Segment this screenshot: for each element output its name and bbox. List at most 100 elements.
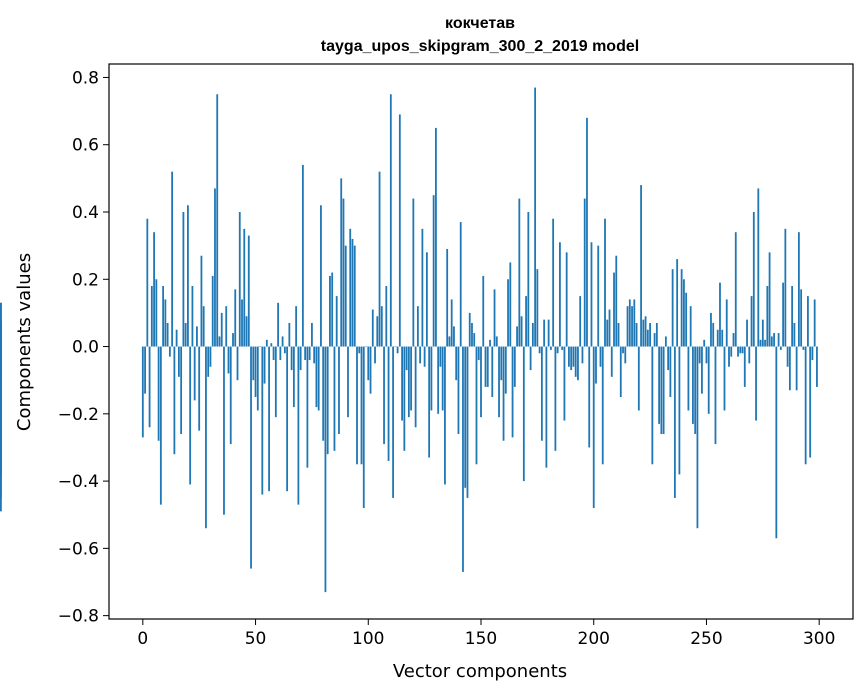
bar <box>712 323 715 347</box>
bar <box>214 188 216 347</box>
bar <box>243 228 246 347</box>
bar <box>189 346 192 485</box>
bar <box>768 252 771 347</box>
bar <box>554 346 557 451</box>
bar <box>689 306 692 347</box>
bar <box>504 346 507 394</box>
bar <box>0 346 2 374</box>
bar <box>642 319 645 347</box>
bar <box>347 346 349 418</box>
bar <box>651 346 654 465</box>
bar <box>256 346 259 411</box>
bar <box>813 299 816 347</box>
bar <box>807 296 809 347</box>
bar <box>529 346 532 371</box>
bar <box>342 198 345 347</box>
bar <box>288 323 291 347</box>
bar <box>324 346 327 593</box>
bar <box>383 346 385 445</box>
bar <box>667 346 670 371</box>
bar <box>437 346 440 414</box>
bar <box>716 329 719 347</box>
bar <box>344 245 347 347</box>
bar <box>595 346 597 384</box>
bar <box>241 299 243 347</box>
bar <box>624 346 627 364</box>
bar <box>710 312 712 347</box>
bar <box>773 333 775 347</box>
bar <box>755 346 757 421</box>
bar <box>193 346 196 401</box>
bar <box>610 346 613 377</box>
bar <box>407 346 410 418</box>
bar <box>394 346 397 348</box>
bar <box>448 336 451 347</box>
bar <box>457 346 460 434</box>
bar <box>759 339 762 347</box>
bar <box>182 212 185 347</box>
bar <box>513 346 516 387</box>
bar <box>685 292 688 347</box>
bar <box>725 299 728 347</box>
bar <box>304 346 307 360</box>
bar <box>811 346 814 360</box>
bar <box>604 218 606 347</box>
x-axis-label: Vector components <box>393 661 567 682</box>
bar <box>378 171 381 347</box>
bar <box>588 346 591 448</box>
bar <box>743 346 746 387</box>
bar <box>561 346 564 350</box>
bar <box>628 299 631 347</box>
bar <box>633 299 636 347</box>
bar <box>313 346 316 364</box>
bar <box>631 306 633 347</box>
bar <box>416 306 419 347</box>
y-tick-label: 0.2 <box>72 270 99 290</box>
bar <box>432 195 435 347</box>
x-tick-label: 300 <box>803 629 835 649</box>
bar <box>800 289 803 347</box>
bar <box>583 198 586 347</box>
bar <box>171 171 174 347</box>
bar <box>761 319 764 347</box>
bar <box>678 346 681 475</box>
bar <box>205 346 207 529</box>
bar <box>572 346 575 367</box>
bar <box>306 346 309 468</box>
bar <box>428 346 431 458</box>
chart-subtitle: tayga_upos_skipgram_300_2_2019 model <box>321 38 639 55</box>
bar <box>421 228 424 347</box>
bar <box>475 346 478 465</box>
bar <box>707 346 710 414</box>
bar <box>662 346 665 434</box>
bar <box>220 312 223 347</box>
bar <box>531 323 534 347</box>
bar <box>168 346 171 357</box>
bar <box>509 262 512 347</box>
bar <box>793 323 796 347</box>
bar <box>782 282 785 347</box>
bar <box>752 212 755 347</box>
bar <box>326 346 329 455</box>
bar <box>809 346 812 458</box>
bar <box>577 346 579 381</box>
y-tick-label: −0.4 <box>58 472 99 492</box>
bar <box>757 188 760 347</box>
bar <box>340 178 343 347</box>
bar <box>680 269 683 347</box>
bar <box>0 323 2 347</box>
bar <box>162 286 165 347</box>
bar <box>462 346 464 572</box>
bar <box>775 346 778 539</box>
bar <box>387 346 390 461</box>
bar <box>144 346 146 394</box>
bar <box>209 346 212 367</box>
bar <box>450 299 453 347</box>
y-tick-label: 0.0 <box>72 338 99 358</box>
bar <box>635 323 638 347</box>
x-tick-label: 50 <box>245 629 267 649</box>
bar <box>392 346 394 498</box>
bar <box>770 336 773 347</box>
bar <box>308 346 311 360</box>
bar <box>245 316 248 347</box>
